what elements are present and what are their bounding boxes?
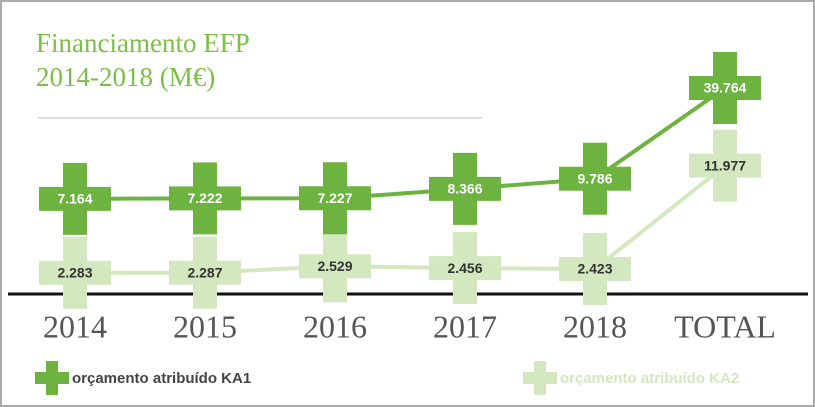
cross-marker [429,232,501,305]
value-label: 7.164 [57,191,92,207]
legend-label: orçamento atribuído KA1 [72,370,251,387]
x-tick-label: TOTAL [674,308,776,344]
value-label: 9.786 [577,170,612,186]
cross-marker [559,232,631,305]
x-tick-label: 2016 [303,308,367,344]
x-tick-label: 2014 [43,308,107,344]
cross-marker [169,162,241,235]
value-label: 39.764 [704,80,747,96]
x-tick-label: 2017 [433,308,497,344]
cross-marker [169,236,241,309]
legend-swatch [523,361,557,395]
chart-subtitle: 2014-2018 (M€) [36,62,215,92]
value-label: 2.456 [447,260,482,276]
value-label: 7.227 [317,190,352,206]
cross-marker [299,162,371,235]
value-label: 11.977 [704,157,746,173]
cross-marker [39,236,111,309]
cross-marker [559,142,631,215]
cross-marker [39,162,111,235]
cross-marker [299,230,371,303]
cross-marker [689,52,761,125]
value-label: 8.366 [447,181,482,197]
value-label: 2.283 [57,265,92,281]
legend-swatch [35,361,69,395]
value-label: 2.423 [577,261,612,277]
value-label: 7.222 [187,190,222,206]
x-tick-label: 2015 [173,308,237,344]
x-tick-label: 2018 [563,308,627,344]
value-label: 2.529 [317,258,352,274]
cross-marker [689,129,761,202]
cross-marker [429,152,501,225]
value-label: 2.287 [187,264,222,280]
legend-label: orçamento atribuído KA2 [560,370,739,387]
chart-title: Financiamento EFP [36,28,250,58]
